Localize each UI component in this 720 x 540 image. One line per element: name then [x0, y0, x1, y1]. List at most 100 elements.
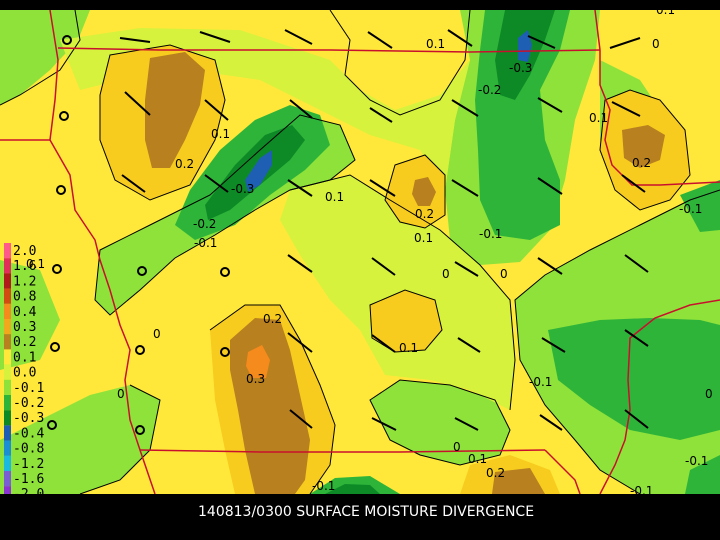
contour-label: 0 — [442, 267, 450, 281]
legend-swatch — [4, 440, 11, 456]
wind-barb — [287, 254, 313, 273]
state-boundary — [139, 449, 546, 453]
contour-label: 0.1 — [399, 341, 418, 355]
wind-barb — [367, 31, 393, 49]
contour-label: -0.2 — [478, 83, 501, 97]
wind-barb — [451, 99, 479, 117]
legend-swatch — [4, 319, 11, 335]
legend-label: 0.2 — [13, 335, 36, 350]
contour-label: -0.3 — [509, 61, 532, 75]
contour-lines — [0, 9, 720, 495]
contour-label: 0.1 — [26, 257, 45, 271]
legend-label: 0.8 — [13, 290, 36, 305]
calm-station — [59, 111, 69, 121]
legend-swatch — [4, 258, 11, 274]
contour-label: 0.1 — [211, 127, 230, 141]
state-boundary — [599, 299, 720, 495]
legend-label: 0.3 — [13, 320, 36, 335]
wind-barbs — [119, 29, 649, 431]
wind-barb — [199, 31, 231, 43]
wind-barb — [369, 179, 396, 197]
legend-swatch — [4, 379, 11, 395]
calm-station — [135, 345, 145, 355]
contour-line — [0, 9, 81, 106]
legend-label: 1.6 — [13, 259, 36, 274]
negative-region-north-core — [518, 30, 532, 62]
map-title: 140813/0300 SURFACE MOISTURE DIVERGENCE — [198, 504, 534, 520]
wind-barb — [454, 261, 479, 277]
contour-label: 0 — [117, 387, 125, 401]
color-legend: 2.01.61.20.80.40.30.20.10.0-0.1-0.2-0.3-… — [4, 243, 44, 502]
contour-label: -0.3 — [231, 182, 254, 196]
title-bar — [0, 494, 720, 540]
legend-swatch — [4, 334, 11, 350]
contour-label: 0.2 — [415, 207, 434, 221]
wind-barb — [284, 29, 313, 45]
legend-label: -0.3 — [13, 411, 44, 426]
wind-barb — [287, 332, 313, 353]
contour-label: 0 — [500, 267, 508, 281]
legend-swatch — [4, 243, 11, 259]
wind-barb — [371, 257, 396, 276]
legend-swatch — [4, 455, 11, 471]
contour-label: 0 — [705, 387, 713, 401]
legend-label: 0.0 — [13, 366, 36, 381]
contour-label: 0.2 — [632, 156, 651, 170]
contour-line — [514, 189, 720, 495]
legend-swatch — [4, 349, 11, 365]
contour-label: -0.1 — [312, 479, 335, 493]
legend-swatch — [4, 273, 11, 289]
wind-barb — [371, 334, 396, 353]
wind-barb — [204, 99, 229, 121]
legend-swatch — [4, 425, 11, 441]
legend-label: -0.4 — [13, 426, 44, 441]
legend-label: -1.6 — [13, 472, 44, 487]
contour-line — [329, 9, 471, 116]
legend-label: 0.4 — [13, 305, 37, 320]
state-boundary — [57, 47, 601, 53]
contour-label: 0.2 — [263, 312, 282, 326]
contour-label: -0.2 — [193, 217, 216, 231]
wind-barb — [539, 414, 563, 431]
wind-barb — [611, 101, 641, 117]
calm-station — [137, 266, 147, 276]
light-green-region-west-edge — [0, 260, 60, 370]
wind-barb — [541, 337, 566, 353]
negative-region-southeast — [685, 455, 720, 494]
negative-region-northwest-core — [245, 150, 272, 192]
light-green-region-southwest — [0, 385, 160, 494]
contour-label: 0.1 — [414, 231, 433, 245]
calm-station — [47, 420, 57, 430]
contour-label: 0.2 — [486, 466, 505, 480]
legend-label: -0.1 — [13, 381, 44, 396]
contour-label: 0 — [153, 327, 161, 341]
calm-station — [62, 35, 72, 45]
calm-station — [52, 264, 62, 274]
contour-label: -0.1 — [685, 454, 708, 468]
wind-barb — [624, 254, 649, 273]
contour-fills — [0, 10, 720, 494]
wind-barb — [451, 179, 479, 197]
contour-label: -0.1 — [479, 227, 502, 241]
wind-barb — [204, 174, 229, 193]
contour-label: 0.1 — [426, 37, 445, 51]
negative-region-south-core — [325, 484, 380, 494]
state-boundaries — [0, 9, 720, 495]
contour-label: -0.1 — [679, 202, 702, 216]
contour-label: 0 — [652, 37, 660, 51]
wind-barb — [371, 417, 397, 431]
legend-label: 2.0 — [13, 244, 36, 259]
legend-label: -0.8 — [13, 442, 44, 457]
positive-region-southwest-peak — [246, 345, 270, 378]
wind-barb — [537, 177, 563, 195]
wind-barb — [287, 179, 313, 197]
contour-label: -0.1 — [194, 236, 217, 250]
legend-label: -1.2 — [13, 457, 44, 472]
state-boundary — [544, 449, 581, 495]
wind-barb — [289, 409, 313, 429]
top-border — [0, 0, 720, 10]
wind-barb — [454, 417, 479, 431]
wind-barb — [124, 91, 151, 116]
legend-swatch — [4, 471, 11, 487]
wind-barb — [624, 329, 649, 347]
